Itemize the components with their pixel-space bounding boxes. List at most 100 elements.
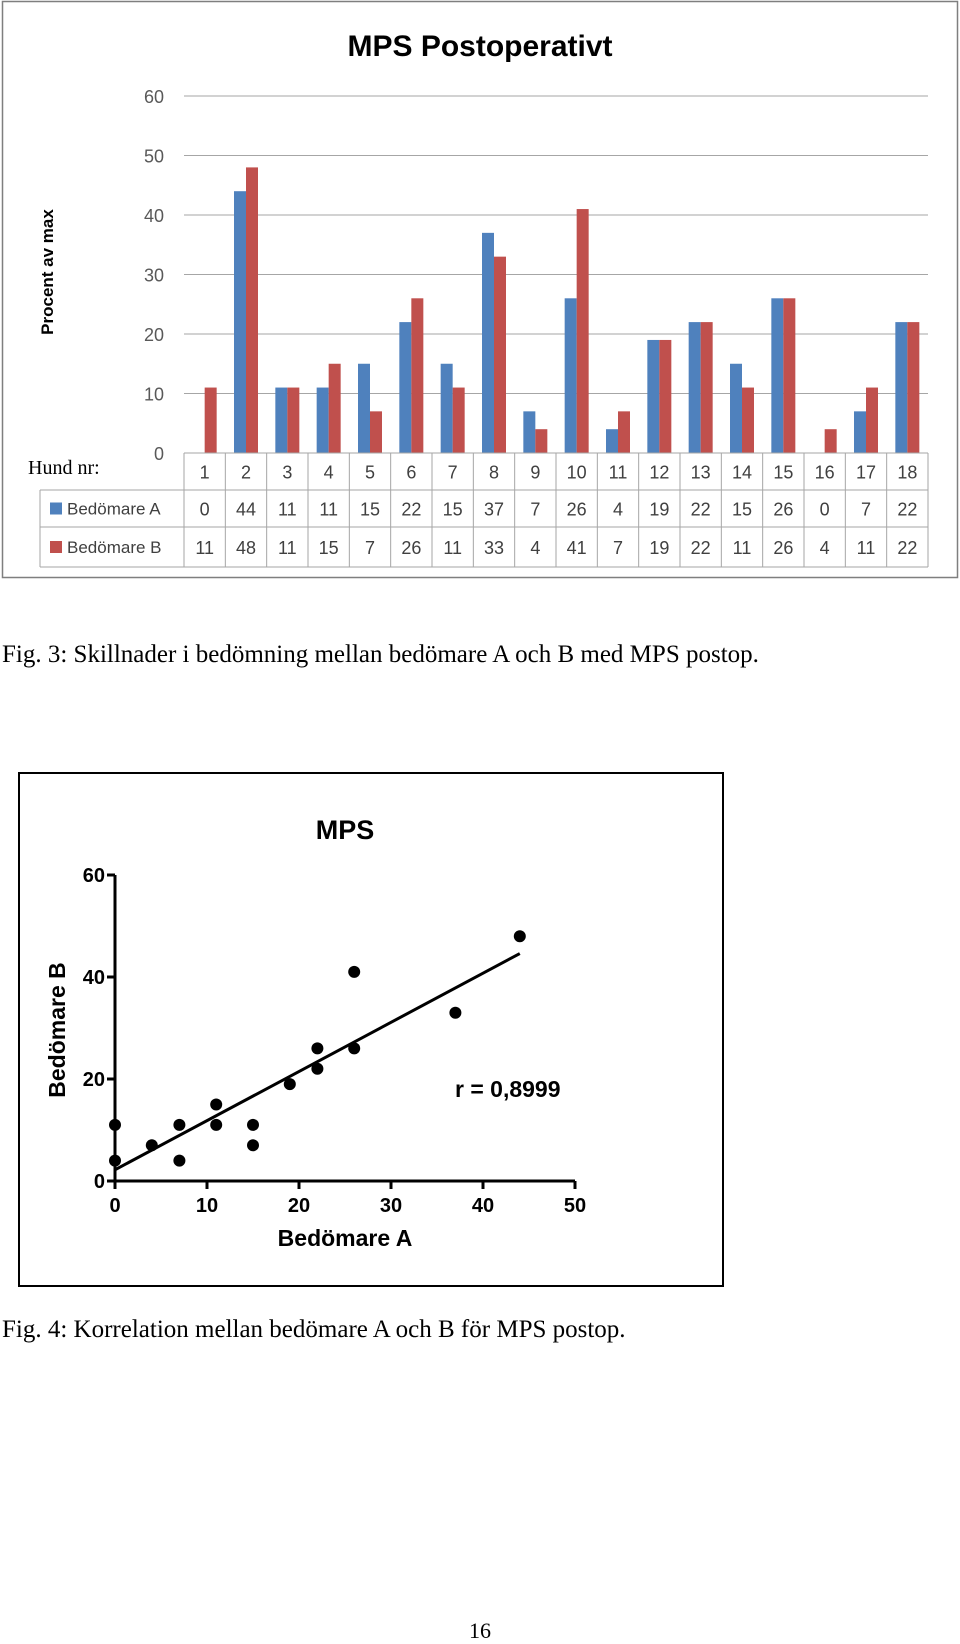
data-label: 26 bbox=[773, 538, 793, 558]
bar-b bbox=[328, 363, 341, 453]
y-tick-label: 10 bbox=[144, 385, 164, 405]
bar-b bbox=[700, 322, 713, 453]
scatter-point bbox=[348, 965, 361, 978]
scatter-point bbox=[449, 1006, 462, 1019]
bar-a bbox=[234, 191, 246, 453]
data-label: 26 bbox=[567, 500, 587, 520]
scatter-point bbox=[348, 1042, 361, 1055]
y-tick-label: 20 bbox=[83, 1069, 105, 1091]
y-tick-label: 30 bbox=[144, 266, 164, 286]
bar-b bbox=[452, 387, 465, 453]
data-label: 0 bbox=[820, 500, 830, 520]
category-label: 1 bbox=[200, 463, 210, 483]
data-label: 4 bbox=[613, 500, 623, 520]
scatter-point bbox=[513, 930, 526, 943]
legend-label: Bedömare B bbox=[67, 538, 162, 557]
data-label: 15 bbox=[732, 500, 752, 520]
scatter-point bbox=[247, 1139, 259, 1152]
row-header-hund-nr: Hund nr: bbox=[28, 457, 100, 479]
bar-a bbox=[730, 363, 742, 453]
y-tick-label: 0 bbox=[154, 444, 164, 464]
data-label: 0 bbox=[200, 500, 210, 520]
scatter-points bbox=[109, 930, 526, 1167]
y-axis-label: Bedömare B bbox=[44, 962, 70, 1097]
figure-4-caption: Fig. 4: Korrelation mellan bedömare A oc… bbox=[2, 1316, 626, 1343]
data-label: 11 bbox=[857, 538, 876, 558]
category-label: 11 bbox=[609, 463, 628, 483]
bar-a bbox=[606, 429, 618, 453]
category-label: 17 bbox=[856, 463, 876, 483]
data-label: 41 bbox=[567, 538, 587, 558]
category-label: 15 bbox=[773, 463, 793, 483]
bar-a bbox=[523, 411, 536, 453]
bar-a bbox=[771, 298, 784, 453]
legend-swatch bbox=[50, 502, 62, 515]
y-axis-label: Procent av max bbox=[38, 209, 57, 335]
bar-b bbox=[866, 387, 878, 453]
category-label: 8 bbox=[489, 463, 499, 483]
data-label: 44 bbox=[236, 500, 256, 520]
scatter-point bbox=[173, 1154, 186, 1167]
data-label: 4 bbox=[820, 538, 830, 558]
bar-b bbox=[204, 387, 217, 453]
scatter-point bbox=[247, 1118, 259, 1131]
data-label: 22 bbox=[897, 538, 917, 558]
x-tick-label: 50 bbox=[564, 1195, 586, 1217]
page-number: 16 bbox=[469, 1618, 491, 1643]
axes: 0 20 40 60 0 10 20 30 40 50 bbox=[83, 865, 586, 1217]
bar-b bbox=[659, 339, 672, 453]
category-label: 14 bbox=[732, 463, 752, 483]
data-label: 11 bbox=[319, 500, 338, 520]
bar-b bbox=[618, 411, 630, 453]
scatter-point bbox=[145, 1139, 158, 1152]
y-tick-label: 40 bbox=[144, 206, 164, 226]
bar-a bbox=[854, 411, 866, 453]
bar-a bbox=[358, 363, 370, 453]
category-label: 18 bbox=[897, 463, 917, 483]
y-tick-label: 60 bbox=[144, 87, 164, 107]
category-label: 4 bbox=[324, 463, 334, 483]
data-label: 22 bbox=[691, 538, 711, 558]
bar-b bbox=[494, 256, 506, 453]
y-tick-label: 0 bbox=[94, 1171, 105, 1193]
bar-b bbox=[576, 209, 589, 453]
category-label: 2 bbox=[241, 463, 251, 483]
data-label: 33 bbox=[484, 538, 504, 558]
bar-a bbox=[688, 322, 701, 453]
bar-a bbox=[316, 387, 329, 453]
bar-a bbox=[399, 322, 412, 453]
scatter-point bbox=[109, 1154, 121, 1167]
bars bbox=[204, 167, 920, 453]
data-label: 4 bbox=[530, 538, 540, 558]
bar-a bbox=[647, 339, 660, 453]
y-tick-label: 20 bbox=[144, 325, 164, 345]
category-label: 12 bbox=[649, 463, 669, 483]
x-tick-label: 0 bbox=[109, 1195, 120, 1217]
bar-b bbox=[535, 429, 548, 453]
category-label: 5 bbox=[365, 463, 375, 483]
regression-line bbox=[114, 952, 521, 1172]
category-label: 13 bbox=[691, 463, 711, 483]
bar-b bbox=[783, 298, 796, 453]
x-tick-label: 30 bbox=[380, 1195, 402, 1217]
chart-frame bbox=[18, 772, 724, 1287]
data-label: 11 bbox=[195, 538, 214, 558]
mps-postoperativt-bar-chart: MPS Postoperativt Procent av max 0102030… bbox=[1, 0, 959, 579]
scatter-point bbox=[311, 1062, 324, 1075]
bar-b bbox=[742, 387, 754, 453]
category-label: 9 bbox=[530, 463, 540, 483]
data-label: 22 bbox=[897, 500, 917, 520]
category-label: 3 bbox=[282, 463, 292, 483]
data-label: 15 bbox=[360, 500, 380, 520]
x-tick-label: 20 bbox=[288, 1195, 310, 1217]
bar-b bbox=[824, 429, 837, 453]
x-tick-label: 10 bbox=[196, 1195, 218, 1217]
data-label: 7 bbox=[861, 500, 871, 520]
data-label: 48 bbox=[236, 538, 256, 558]
chart-title: MPS bbox=[316, 815, 375, 845]
data-label: 26 bbox=[773, 500, 793, 520]
scatter-point bbox=[210, 1118, 223, 1131]
category-label: 16 bbox=[815, 463, 835, 483]
legend-label: Bedömare A bbox=[67, 500, 161, 519]
